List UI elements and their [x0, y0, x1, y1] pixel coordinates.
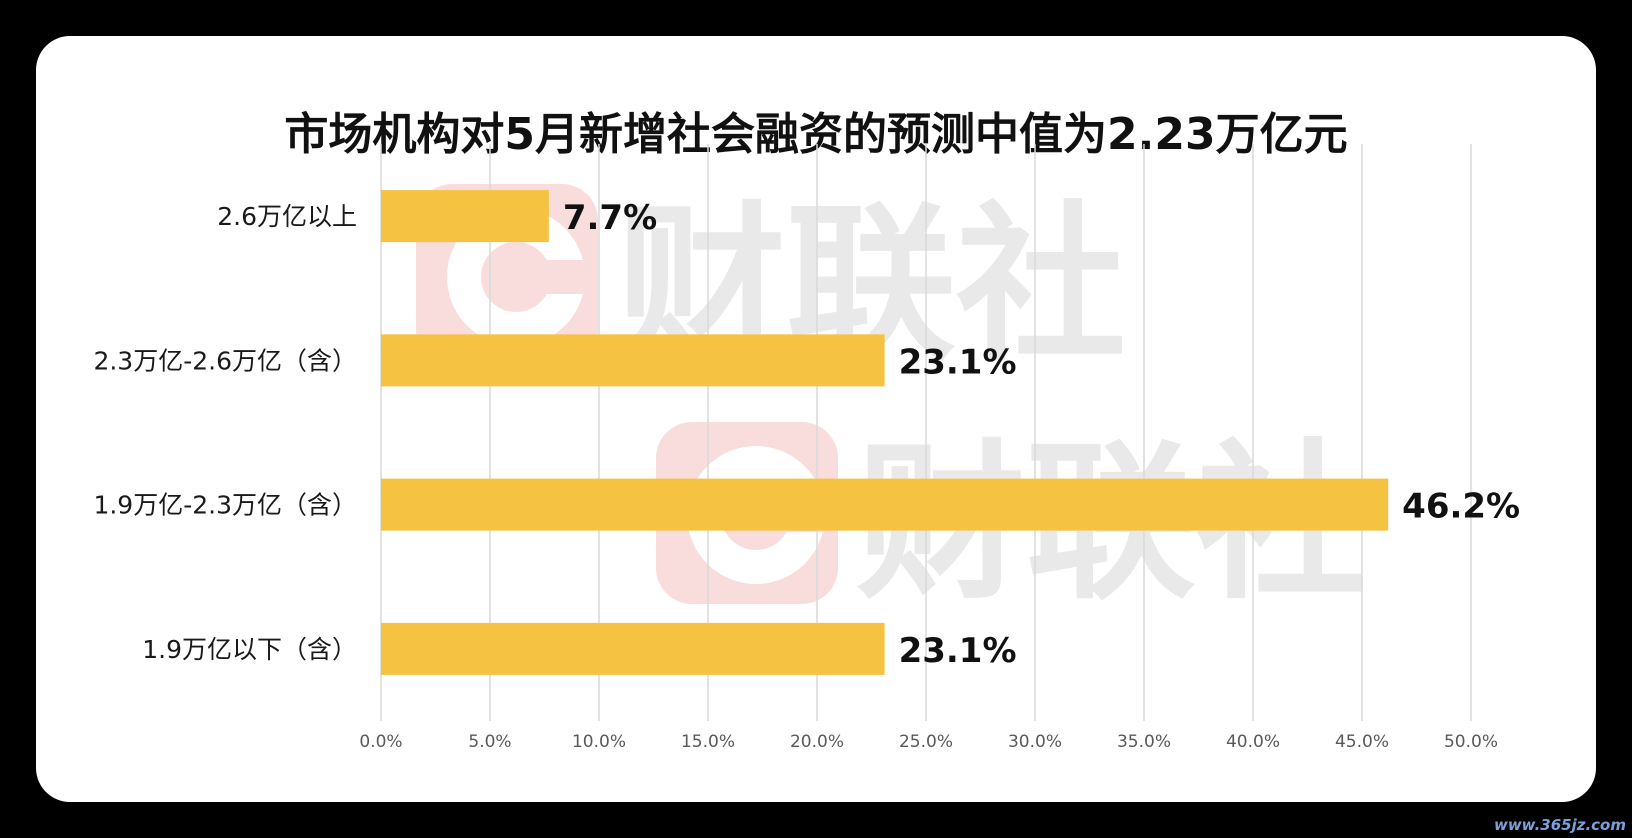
x-tick-label: 50.0% — [1444, 732, 1498, 752]
x-tick-label: 25.0% — [899, 732, 953, 752]
x-tick-label: 35.0% — [1117, 732, 1171, 752]
watermark-upper-logo-gap — [536, 260, 596, 294]
x-tick-label: 40.0% — [1226, 732, 1280, 752]
bar-chart: 财联社财联社0.0%5.0%10.0%15.0%20.0%25.0%30.0%3… — [93, 144, 1520, 752]
x-tick-label: 0.0% — [359, 732, 402, 752]
category-label: 1.9万亿以下（含） — [142, 635, 357, 664]
bar — [381, 334, 885, 387]
data-label: 7.7% — [563, 198, 657, 238]
category-label: 1.9万亿-2.3万亿（含） — [93, 491, 357, 520]
data-label: 46.2% — [1402, 487, 1520, 527]
chart-card: 市场机构对5月新增社会融资的预测中值为2.23万亿元 财联社财联社0.0%5.0… — [36, 36, 1596, 802]
x-tick-label: 20.0% — [790, 732, 844, 752]
category-label: 2.3万亿-2.6万亿（含） — [93, 346, 357, 375]
x-tick-label: 15.0% — [681, 732, 735, 752]
data-label: 23.1% — [899, 631, 1017, 671]
x-tick-label: 10.0% — [572, 732, 626, 752]
x-tick-label: 5.0% — [468, 732, 511, 752]
x-tick-label: 45.0% — [1335, 732, 1389, 752]
bar — [381, 478, 1389, 531]
bar — [381, 190, 549, 243]
bar — [381, 622, 885, 675]
category-label: 2.6万亿以上 — [217, 202, 357, 231]
x-tick-label: 30.0% — [1008, 732, 1062, 752]
data-label: 23.1% — [899, 342, 1017, 382]
chart-title: 市场机构对5月新增社会融资的预测中值为2.23万亿元 — [284, 109, 1348, 160]
site-watermark: www.365jz.com — [1493, 816, 1626, 834]
